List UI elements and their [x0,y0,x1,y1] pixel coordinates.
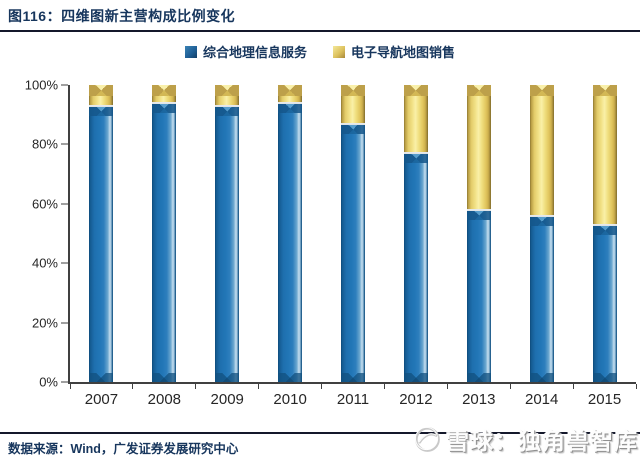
x-axis-label: 2011 [336,391,370,408]
bar-segment-nav-map [152,85,177,103]
bar-column [196,85,259,383]
x-axis-label: 2010 [273,391,307,408]
bar-column [384,85,447,382]
y-axis-label: 100% [24,77,58,93]
y-axis-tick [61,381,68,383]
y-axis-tick [61,84,68,86]
watermark-text: 雪球：独角兽智库 [446,428,638,454]
x-axis-tick [132,384,134,389]
x-axis-ticks [69,382,637,389]
bar-segment-nav-map [592,85,617,225]
x-axis-label: 2009 [210,391,244,408]
bar-segment-geo-service [152,102,177,383]
stacked-bar [152,85,177,383]
x-axis-tick [383,384,385,389]
x-axis-label: 2014 [524,391,559,408]
y-axis-tick [61,143,68,145]
y-axis-label: 20% [31,315,58,331]
x-axis-tick [446,384,448,389]
x-axis-label: 2012 [399,391,433,408]
x-axis-label: 2015 [587,391,622,408]
bar-column [70,85,133,383]
bar-column [322,85,385,383]
bar-segment-geo-service [592,224,617,383]
y-axis-label: 80% [31,136,58,152]
x-axis-tick [572,384,574,389]
stacked-bar [215,85,240,383]
stacked-bar [89,85,114,383]
bar-segment-nav-map [278,85,303,103]
y-axis-label: 0% [39,374,58,390]
bar-segment-nav-map [466,85,491,210]
bar-column [133,85,196,383]
title-divider [0,30,640,32]
bar-column [510,85,573,383]
stacked-bar [341,85,365,383]
bar-segment-geo-service [403,153,428,382]
figure-title: 图116：四维图新主营构成比例变化 [8,8,236,24]
legend-item-geo-service: 综合地理信息服务 [184,42,307,61]
y-axis-tick [61,322,68,324]
y-axis-label: 40% [31,255,58,271]
x-axis-tick [69,384,71,389]
bar-segment-nav-map [529,85,554,216]
footer-divider [0,432,640,434]
snowball-logo-icon [414,426,440,452]
x-axis-tick [321,384,323,389]
data-source-note: 数据来源：Wind，广发证券发展研究中心 [8,442,239,456]
x-axis-tick [635,384,637,389]
x-axis-tick [195,384,197,389]
bar-segment-geo-service [89,105,114,383]
watermark: 雪球：独角兽智库 [414,422,638,456]
stacked-bar [403,85,428,382]
legend-marker-yellow-icon [333,45,345,58]
x-axis-label: 2008 [147,391,182,408]
legend-item-nav-map-sales: 电子导航地图销售 [333,42,455,61]
stacked-bar [278,85,303,383]
bar-segment-geo-service [341,123,365,383]
legend-label: 电子导航地图销售 [351,45,456,60]
bar-column [259,85,322,383]
bar-segment-geo-service [466,209,491,383]
bar-column [573,85,636,383]
bars-row [70,85,636,383]
bar-segment-nav-map [341,85,365,124]
x-axis-labels: 2007 2008 2009 2010 2011 2012 2013 2014 2015 [70,391,636,408]
bar-segment-geo-service [529,215,554,383]
bar-segment-geo-service [215,105,240,383]
bar-segment-nav-map [89,85,114,106]
y-axis-tick [61,262,68,264]
bar-segment-nav-map [215,85,240,106]
bar-segment-geo-service [278,102,303,383]
y-axis: 100% 80% 60% 40% 20% 0% [0,78,68,390]
bar-column [447,85,510,383]
y-axis-tick [61,203,68,205]
stacked-bar [529,85,554,383]
plot-area: 100% 80% 60% 40% 20% 0% 2007 2008 2009 2010 2011 2… [25,78,637,408]
stacked-bar [592,85,617,383]
stacked-bar [466,85,491,383]
x-axis-label: 2007 [84,391,119,408]
legend-marker-blue-icon [184,45,197,58]
y-axis-label: 60% [31,196,58,212]
bar-segment-nav-map [403,85,428,154]
legend: 综合地理信息服务 电子导航地图销售 [0,42,640,61]
x-axis-label: 2013 [462,391,496,408]
legend-label: 综合地理信息服务 [202,45,307,60]
x-axis-tick [258,384,260,389]
x-axis-tick [509,384,511,389]
